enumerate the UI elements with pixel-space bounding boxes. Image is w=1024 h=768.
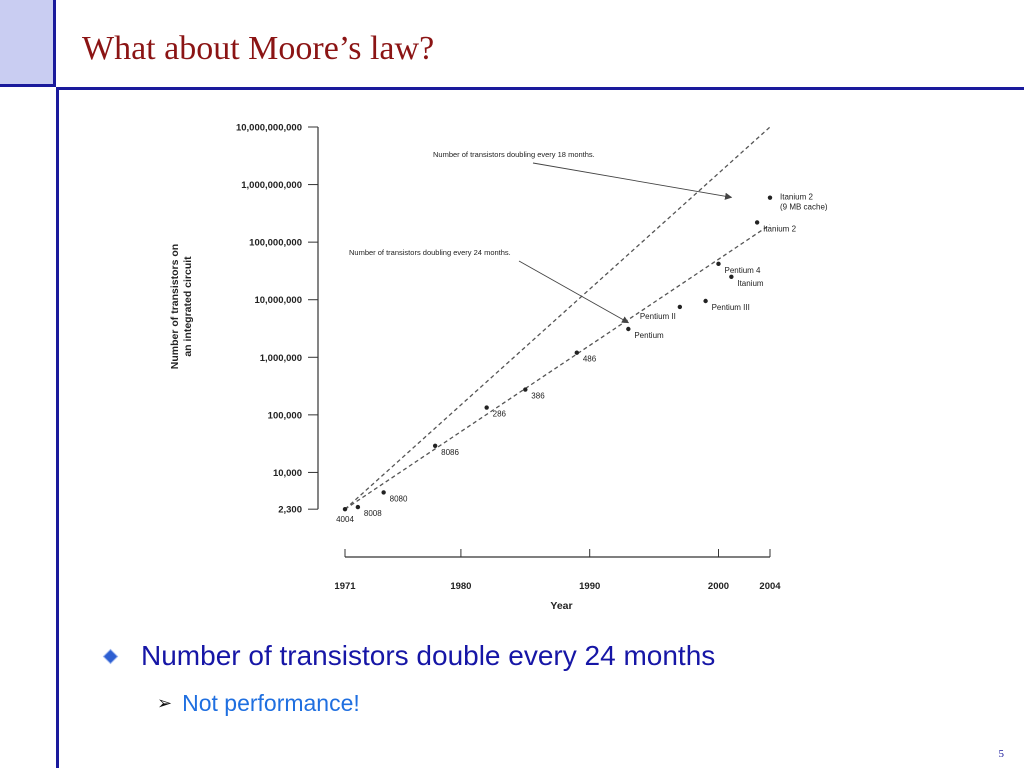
trend-line [344,126,771,510]
trend-line-label: Number of transistors doubling every 24 … [349,248,511,257]
data-point-label: Itanium 2 [780,193,813,202]
data-point-label: 286 [493,410,507,419]
data-point [342,506,348,512]
data-point-label: 4004 [336,515,354,524]
data-point-label: 486 [583,355,597,364]
left-border [56,87,59,768]
trend-line-arrow [518,260,630,324]
bullet-item: Number of transistors double every 24 mo… [100,640,715,672]
data-point-label: 386 [531,392,545,401]
data-point-label: 8008 [364,509,382,518]
data-point [484,405,489,410]
data-point-label: 8086 [441,448,459,457]
x-tick-label: 2004 [759,581,781,592]
y-axis-title-line: Number of transistors on [169,244,181,369]
data-point [523,387,528,392]
sub-bullet-text: Not performance! [182,690,360,716]
page-number: 5 [998,748,1005,760]
data-point-label: Pentium [634,331,664,340]
y-tick-label: 1,000,000,000 [241,180,302,191]
trend-line-label: Number of transistors doubling every 18 … [433,150,595,159]
y-tick-label: 10,000,000,000 [236,123,302,134]
corner-decoration [0,0,56,87]
y-axis-title: Number of transistors onan integrated ci… [169,244,194,369]
data-point [716,261,721,267]
y-tick-label: 2,300 [278,505,302,516]
bullet-text: Number of transistors double every 24 mo… [141,640,716,671]
y-tick-label: 100,000,000 [249,238,302,249]
data-point-label: Pentium 4 [724,266,761,275]
data-point [355,504,361,510]
data-point-label: 8080 [390,494,408,503]
data-point-label: Itanium 2 [763,224,796,233]
header-divider [56,87,1024,90]
arrow-bullet-icon: ➢ [157,693,173,713]
data-point [381,490,386,495]
y-tick-label: 1,000,000 [260,353,302,364]
x-axis-title: Year [550,600,572,612]
data-point [626,326,631,332]
x-tick-label: 1980 [450,581,471,592]
data-point [729,274,734,280]
sub-bullet-item: ➢ Not performance! [157,690,360,717]
data-point [432,443,438,449]
data-point-label: (9 MB cache) [780,203,828,212]
moores-law-chart: 2,300 10,000 100,000 1,000,000 10,000,000 100… [169,123,828,613]
trend-line-arrow [532,162,733,200]
data-point [677,304,683,310]
data-point [703,298,708,304]
data-point [767,195,773,200]
y-tick-label: 10,000 [273,468,302,479]
x-tick-label: 1971 [334,581,356,592]
data-point-label: Pentium III [712,303,750,312]
trend-line [344,224,771,510]
y-tick-label: 100,000 [268,410,302,421]
data-point [754,220,760,225]
data-point-label: Itanium [737,279,764,288]
data-point-label: Pentium II [640,312,676,321]
diamond-bullet-icon [104,649,117,663]
slide-title: What about Moore’s law? [82,30,435,67]
y-axis-title-line: an integrated circuit [182,256,194,357]
x-tick-label: 2000 [708,581,729,592]
y-tick-label: 10,000,000 [254,295,302,306]
x-tick-label: 1990 [579,581,600,592]
data-point [574,350,580,355]
